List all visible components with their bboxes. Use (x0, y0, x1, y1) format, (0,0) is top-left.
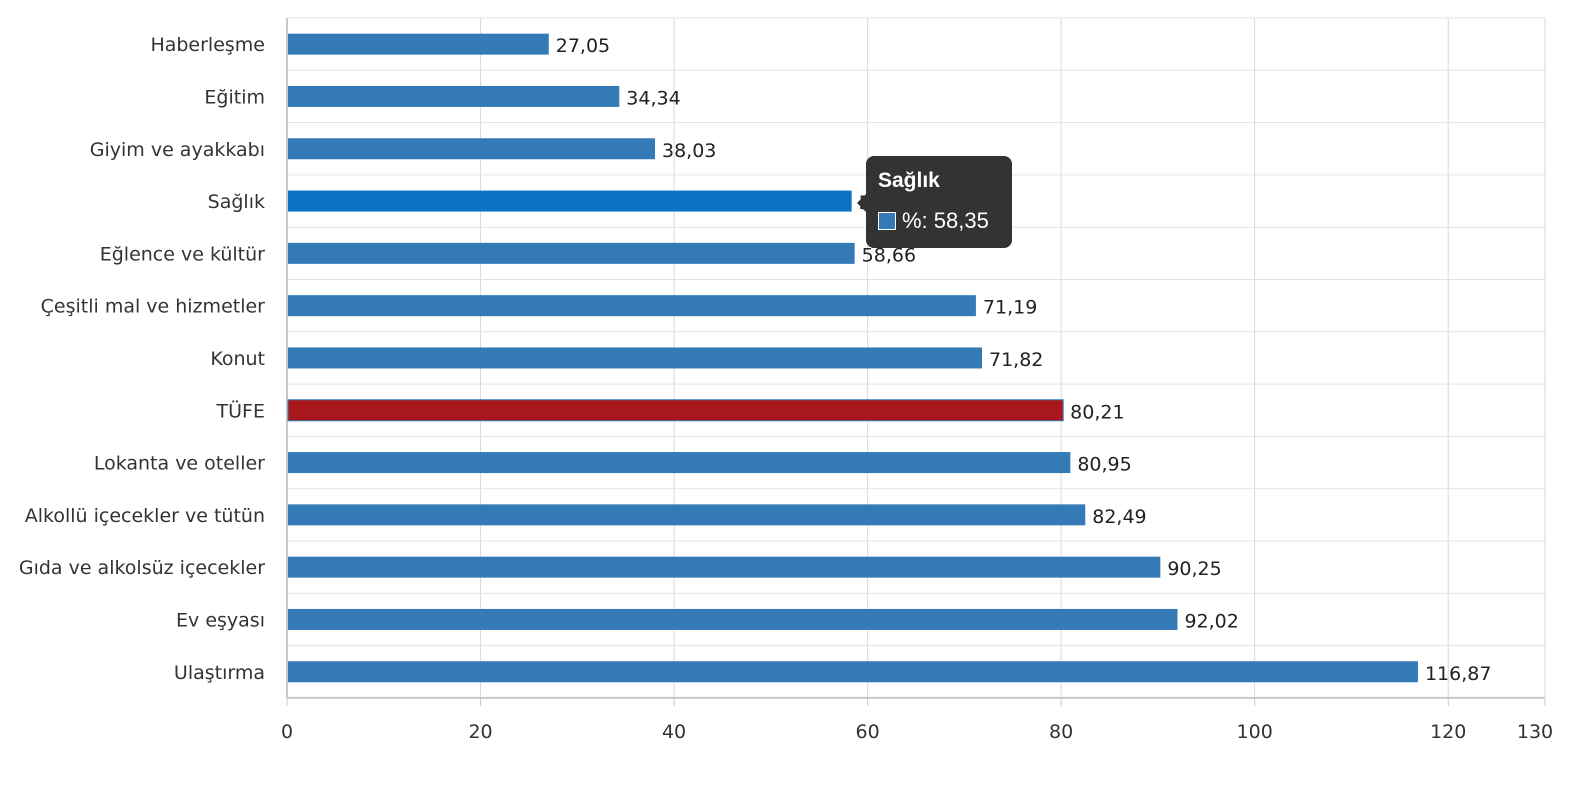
bar[interactable] (288, 452, 1071, 474)
bar[interactable] (287, 399, 1064, 422)
category-label: Haberleşme (150, 34, 265, 56)
category-label: Ev eşyası (176, 609, 265, 631)
category-label: Ulaştırma (174, 662, 265, 684)
x-tick-label: 130 (1517, 721, 1553, 743)
value-label: 38,03 (662, 140, 716, 162)
category-labels: Haberleşme Eğitim Giyim ve ayakkabı Sağlık E… (19, 34, 265, 684)
x-tick-label: 100 (1237, 721, 1273, 743)
category-label: Gıda ve alkolsüz içecekler (19, 557, 265, 579)
value-label: 27,05 (556, 35, 610, 57)
category-label: Konut (210, 348, 265, 370)
x-tick-label: 120 (1430, 721, 1466, 743)
tooltip-row: %: 58,35 (878, 208, 1000, 234)
x-tick-label: 20 (468, 721, 492, 743)
category-label: Eğlence ve kültür (100, 243, 265, 265)
bar[interactable] (288, 138, 656, 160)
tooltip: Sağlık %: 58,35 (857, 156, 1012, 248)
bar[interactable] (288, 347, 982, 369)
value-label: 80,95 (1077, 454, 1131, 476)
value-label: 58,66 (862, 244, 916, 266)
category-label: Giyim ve ayakkabı (90, 139, 265, 161)
bar[interactable] (288, 242, 855, 264)
category-label: TÜFE (216, 399, 265, 422)
x-tick-label: 40 (662, 721, 686, 743)
bar[interactable] (288, 556, 1161, 578)
x-tick-label: 60 (856, 721, 880, 743)
value-label: 71,82 (989, 349, 1043, 371)
value-label: 92,02 (1184, 610, 1238, 632)
tooltip-title: Sağlık (878, 169, 940, 192)
value-label: 34,34 (626, 87, 680, 109)
category-label: Alkollü içecekler ve tütün (25, 505, 265, 527)
x-tick-label: 0 (281, 721, 293, 743)
value-label: 90,25 (1167, 558, 1221, 580)
bar[interactable] (288, 295, 976, 317)
category-label: Eğitim (204, 86, 265, 108)
bar[interactable] (288, 504, 1086, 526)
bar[interactable] (288, 190, 852, 212)
category-label: Lokanta ve oteller (94, 453, 265, 475)
tooltip-series-value: %: 58,35 (902, 208, 989, 233)
bar[interactable] (288, 661, 1418, 683)
value-label: 116,87 (1425, 663, 1491, 685)
category-label: Sağlık (208, 191, 265, 213)
bars (287, 33, 1418, 683)
value-label: 71,19 (983, 297, 1037, 319)
category-label: Çeşitli mal ve hizmetler (41, 296, 266, 318)
bar[interactable] (288, 608, 1178, 630)
x-axis: 0 20 40 60 80 100 120 130 (281, 696, 1553, 743)
bar[interactable] (288, 85, 620, 107)
tooltip-pointer (857, 194, 866, 212)
bar[interactable] (288, 33, 549, 55)
value-label: 82,49 (1092, 506, 1146, 528)
x-tick-label: 80 (1049, 721, 1073, 743)
tooltip-series-swatch (878, 212, 896, 230)
value-label: 80,21 (1070, 401, 1124, 423)
